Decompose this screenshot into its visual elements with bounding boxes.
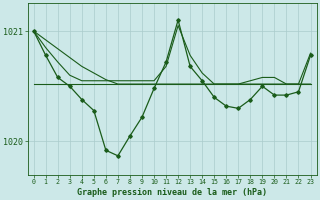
X-axis label: Graphe pression niveau de la mer (hPa): Graphe pression niveau de la mer (hPa)	[77, 188, 267, 197]
